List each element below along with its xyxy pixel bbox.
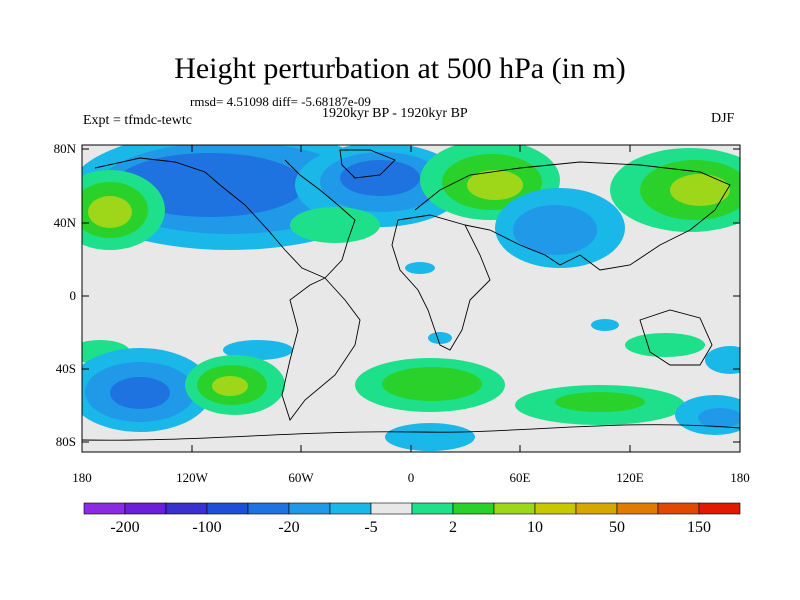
experiment-label: Expt = tfmdc-tewtc (83, 113, 192, 128)
atlantic-negative-anomaly (295, 145, 465, 227)
lon-tick-label: 120W (176, 470, 208, 485)
colorbar-label: 2 (449, 519, 457, 536)
anomaly-field (82, 145, 740, 451)
colorbar-label: -100 (192, 519, 222, 536)
nw-atlantic-positive-anomaly (290, 207, 380, 243)
season-label: DJF (711, 111, 735, 126)
colorbar-swatch (165, 502, 208, 515)
south-pacific-negative-anomaly (82, 348, 212, 432)
australia-coast (639, 309, 713, 366)
colorbar-swatch (124, 502, 167, 515)
stats-line: rmsd= 4.51098 diff= -5.68187e-09 (190, 94, 371, 109)
lon-tick-label: 120E (616, 470, 644, 485)
colorbar-swatch (247, 502, 290, 515)
southern-ocean-negative-anomaly (385, 423, 475, 451)
colorbar-label: -20 (278, 519, 300, 536)
antarctica-coast (82, 424, 740, 441)
colorbar-label: 150 (687, 519, 711, 536)
ne-asia-positive-anomaly (610, 148, 740, 232)
south-pacific-positive-anomaly (185, 355, 285, 415)
north-america-coast (94, 157, 356, 279)
lat-tick-label: 40S (55, 361, 76, 376)
colorbar-swatch (83, 502, 126, 515)
lon-tick-label: 60E (509, 470, 531, 485)
colorbar-swatch (616, 502, 659, 515)
colorbar-swatch (575, 502, 618, 515)
lat-tick-label: 80N (53, 141, 76, 156)
colorbar-swatch (206, 502, 249, 515)
colorbar-swatch (329, 502, 372, 515)
lat-tick-label: 80S (55, 434, 76, 449)
colorbar-label: -5 (364, 519, 378, 536)
colorbar-swatch (698, 502, 741, 515)
colorbar-swatch (370, 502, 413, 515)
axis-ticks (81, 145, 741, 452)
colorbar-label: 10 (527, 519, 543, 536)
colorbar-swatch (452, 502, 495, 515)
greenland-coast (339, 149, 396, 179)
lon-tick-label: 60W (288, 470, 314, 485)
africa-coast (391, 214, 491, 351)
colorbar-label: -200 (110, 519, 140, 536)
period-label: 1920kyr BP - 1920kyr BP (322, 106, 468, 121)
south-america-coast (281, 277, 361, 421)
colorbar-label: 50 (609, 519, 625, 536)
west-pacific-positive-anomaly (82, 170, 165, 250)
lat-tick-label: 0 (69, 288, 77, 303)
lon-tick-label: 180 (72, 470, 92, 485)
colorbar-swatch (493, 502, 536, 515)
colorbar-swatch (657, 502, 700, 515)
colorbar-swatch (288, 502, 331, 515)
south-atlantic-positive-anomaly (355, 358, 505, 412)
lat-tick-label: 40N (53, 215, 76, 230)
colorbar (83, 502, 741, 515)
colorbar-swatch (411, 502, 454, 515)
eurasia-coast (414, 161, 731, 271)
asia-negative-anomaly (495, 188, 625, 268)
lon-tick-label: 180 (730, 470, 750, 485)
figure-title: Height perturbation at 500 hPa (in m) (174, 52, 626, 85)
colorbar-swatch (534, 502, 577, 515)
coastlines (82, 149, 740, 441)
lon-tick-label: 0 (407, 470, 415, 485)
indian-ocean-positive-anomaly (515, 385, 685, 425)
